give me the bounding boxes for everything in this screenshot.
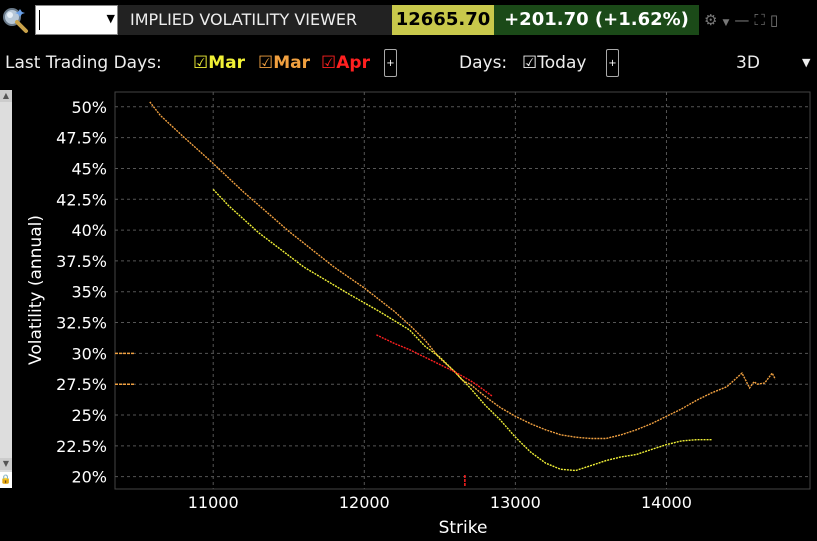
title-bar: ▼ IMPLIED VOLATILITY VIEWER 12665.70 +20… (0, 0, 817, 40)
series-line-0 (149, 101, 776, 440)
y-tick-label: 27.5% (56, 375, 107, 394)
scroll-up-arrow-icon[interactable]: ▲ (0, 90, 12, 102)
grid-lines (115, 92, 810, 489)
y-axis-label: Volatility (annual) (26, 215, 46, 365)
view-mode-select[interactable]: 3D (736, 53, 760, 73)
window-controls: ⚙ ▼ — ⛶ ▯ (704, 5, 783, 35)
x-tick-label: 12000 (339, 493, 390, 512)
gear-icon[interactable]: ⚙ (704, 11, 718, 29)
text-cursor (39, 10, 40, 30)
close-icon[interactable]: ▯ (769, 11, 779, 29)
series-line-2 (376, 334, 494, 398)
checkbox-icon: ☑ (258, 53, 274, 73)
checkbox-icon: ☑ (321, 53, 337, 73)
y-tick-label: 42.5% (56, 190, 107, 209)
symbol-input[interactable]: ▼ (35, 5, 118, 35)
days-label: Days: (459, 53, 508, 73)
series-toggle-mar-2[interactable]: ☑Mar (258, 45, 310, 81)
scroll-down-arrow-icon[interactable]: ▼ (0, 458, 12, 470)
y-tick-label: 25% (71, 406, 107, 425)
chart-toolbar: Last Trading Days: ☑Mar ☑Mar ☑Apr + Days… (0, 45, 817, 81)
maximize-icon[interactable]: ⛶ (754, 11, 765, 29)
x-tick-label: 11000 (188, 493, 239, 512)
add-expiry-button[interactable]: + (384, 49, 397, 77)
checkbox-icon: ☑ (193, 53, 209, 73)
chevron-down-icon[interactable]: ▼ (802, 56, 811, 69)
series-toggle-label: Mar (273, 53, 311, 73)
x-tick-label: 14000 (641, 493, 692, 512)
minimize-icon[interactable]: — (734, 11, 750, 29)
y-tick-label: 37.5% (56, 252, 107, 271)
app-logo[interactable] (0, 5, 32, 35)
chart-markers (115, 352, 466, 487)
x-tick-labels: 11000 12000 13000 14000 (188, 493, 692, 512)
y-tick-label: 22.5% (56, 437, 107, 456)
add-day-button[interactable]: + (606, 49, 619, 77)
series-toggle-apr[interactable]: ☑Apr (321, 45, 370, 81)
magnifier-icon (3, 8, 28, 33)
chevron-down-icon[interactable]: ▼ (106, 12, 115, 25)
y-tick-labels: 20% 22.5% 25% 27.5% 30% 32.5% 35% 37.5% 40% 42.5%… (56, 98, 107, 487)
y-tick-label: 50% (71, 98, 107, 117)
today-label: Today (537, 53, 587, 73)
y-tick-label: 35% (71, 283, 107, 302)
series-toggle-mar-1[interactable]: ☑Mar (193, 45, 245, 81)
x-tick-label: 13000 (490, 493, 541, 512)
series-toggle-label: Apr (336, 53, 370, 73)
chevron-down-icon[interactable]: ▼ (722, 18, 730, 28)
y-tick-label: 40% (71, 221, 107, 240)
series-toggle-label: Mar (208, 53, 246, 73)
last-price: 12665.70 (392, 5, 494, 35)
window-title: IMPLIED VOLATILITY VIEWER (118, 5, 392, 35)
plot-frame (114, 91, 811, 490)
y-tick-label: 30% (71, 344, 107, 363)
x-axis-label: Strike (439, 518, 488, 538)
series-line-1 (212, 188, 712, 472)
series-lines (149, 101, 776, 472)
y-tick-label: 45% (71, 159, 107, 178)
today-toggle[interactable]: ☑Today (522, 45, 586, 81)
y-tick-label: 20% (71, 468, 107, 487)
last-trading-days-label: Last Trading Days: (5, 53, 162, 73)
vertical-scrollbar[interactable]: ▲ ▼ 🔒 (0, 90, 12, 488)
y-tick-label: 47.5% (56, 129, 107, 148)
checkbox-icon: ☑ (522, 53, 538, 73)
y-tick-label: 32.5% (56, 314, 107, 333)
lock-icon[interactable]: 🔒 (0, 472, 12, 488)
price-change: +201.70 (+1.62%) (494, 5, 699, 35)
